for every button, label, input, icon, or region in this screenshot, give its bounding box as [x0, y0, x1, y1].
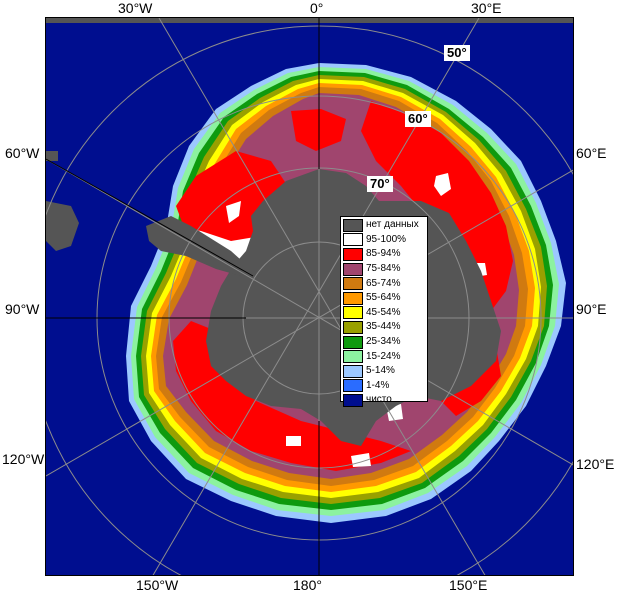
legend-swatch — [343, 233, 363, 247]
lon-label-30e: 30°E — [471, 0, 502, 16]
legend-label: 75-84% — [366, 263, 401, 275]
antarctic-peninsula — [146, 216, 251, 276]
top-no-data-strip — [46, 18, 573, 23]
ice-band-95-100-f — [286, 436, 301, 446]
legend-item: 15-24% — [343, 349, 425, 364]
meridian-60w-120e — [46, 158, 573, 466]
legend-item: 75-84% — [343, 262, 425, 277]
lat-label-60: 60° — [405, 111, 431, 127]
legend-swatch — [343, 364, 363, 378]
legend-item: 5-14% — [343, 364, 425, 379]
legend-swatch — [343, 291, 363, 305]
legend-label: 95-100% — [366, 233, 407, 245]
legend-swatch — [343, 218, 363, 232]
legend-item: 35-44% — [343, 320, 425, 335]
ice-band-95-100-c — [434, 173, 451, 196]
legend-label: 65-74% — [366, 277, 401, 289]
legend-swatch — [343, 335, 363, 349]
south-america-land — [46, 201, 79, 251]
meridian-30w-150e — [158, 18, 486, 575]
legend: нет данных 95-100% 85-94% 75-84% 65-74% 55-64… — [340, 216, 428, 407]
legend-item: 25-34% — [343, 335, 425, 350]
legend-item: нет данных — [343, 218, 425, 233]
legend-label: 85-94% — [366, 248, 401, 260]
legend-item: 95-100% — [343, 233, 425, 248]
lon-label-60e: 60°E — [576, 145, 607, 161]
legend-label: 35-44% — [366, 321, 401, 333]
legend-item: 85-94% — [343, 247, 425, 262]
legend-item: чисто — [343, 393, 425, 408]
lon-label-60w: 60°W — [5, 145, 40, 161]
lat-label-70: 70° — [367, 176, 393, 192]
legend-swatch — [343, 393, 363, 407]
legend-swatch — [343, 306, 363, 320]
south-america-fragment — [46, 151, 58, 161]
legend-label: 15-24% — [366, 350, 401, 362]
legend-swatch — [343, 262, 363, 276]
ice-band-85-94-south — [173, 321, 411, 471]
map-frame — [45, 17, 574, 576]
lon-label-0: 0° — [310, 0, 324, 16]
lon-label-150e: 150°E — [449, 577, 488, 593]
ice-band-85-94 — [361, 101, 513, 311]
legend-label: 55-64% — [366, 292, 401, 304]
meridian-lines-black — [46, 18, 320, 575]
legend-label: нет данных — [366, 219, 419, 231]
lat-label-50: 50° — [444, 45, 470, 61]
lon-label-120w: 120°W — [2, 451, 45, 467]
legend-item: 65-74% — [343, 276, 425, 291]
meridian-60e-120w — [46, 169, 573, 477]
legend-swatch — [343, 320, 363, 334]
legend-label: 25-34% — [366, 336, 401, 348]
meridian-60w-segment — [46, 158, 254, 277]
legend-item: 1-4% — [343, 379, 425, 394]
lon-label-90e: 90°E — [576, 301, 607, 317]
lon-label-90w: 90°W — [5, 301, 40, 317]
legend-label: чисто — [366, 394, 392, 406]
legend-label: 1-4% — [366, 379, 390, 391]
legend-item: 45-54% — [343, 306, 425, 321]
lon-label-180: 180° — [293, 577, 322, 593]
legend-swatch — [343, 350, 363, 364]
legend-label: 45-54% — [366, 306, 401, 318]
legend-swatch — [343, 379, 363, 393]
lon-label-120e: 120°E — [576, 456, 615, 472]
legend-swatch — [343, 247, 363, 261]
legend-label: 5-14% — [366, 365, 395, 377]
lon-label-150w: 150°W — [136, 577, 179, 593]
legend-item: 55-64% — [343, 291, 425, 306]
ice-concentration-map — [46, 18, 573, 575]
lon-label-30w: 30°W — [118, 0, 153, 16]
legend-swatch — [343, 277, 363, 291]
ice-band-95-100-b — [226, 201, 241, 223]
